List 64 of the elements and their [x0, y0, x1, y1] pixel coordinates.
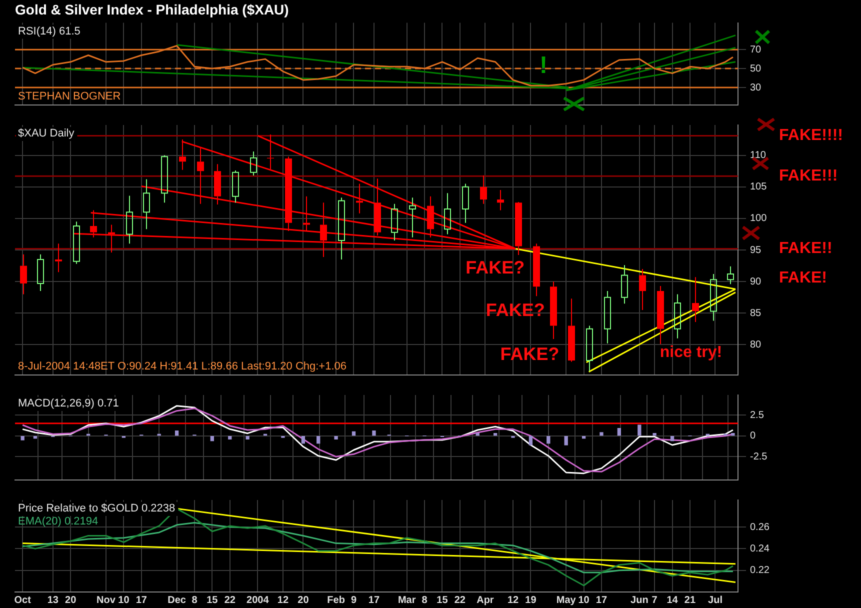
- y-tick-label: 90: [750, 276, 762, 288]
- x-tick-label: 15: [206, 594, 218, 606]
- x-tick-label: 14: [666, 594, 678, 606]
- x-tick-label: Oct: [14, 594, 32, 606]
- annotation: FAKE?: [466, 258, 525, 278]
- x-tick-label: 15: [436, 594, 448, 606]
- y-tick-label: 0.26: [750, 522, 770, 533]
- x-tick-label: May: [556, 594, 576, 606]
- annotation: !: [540, 52, 548, 79]
- y-tick-label: 105: [750, 182, 768, 193]
- y-tick-label: -2.5: [750, 451, 768, 462]
- y-tick-label: 70: [750, 44, 762, 56]
- y-tick-label: 30: [750, 82, 762, 94]
- x-tick-label: 8: [192, 594, 198, 606]
- x-tick-label: 20: [298, 594, 310, 606]
- x-tick-label: Mar: [398, 594, 416, 606]
- y-tick-label: 2.5: [750, 410, 764, 421]
- y-tick-label: 95: [750, 244, 762, 256]
- ref-line-label: FAKE!!: [779, 240, 832, 258]
- chart-title: Gold & Silver Index - Philadelphia ($XAU): [15, 1, 289, 18]
- annotation: nice try!: [660, 344, 722, 361]
- ref-line-label: FAKE!!!: [779, 168, 838, 185]
- x-tick-label: Jul: [708, 594, 723, 606]
- annotation: STEPHAN BOGNER: [18, 90, 121, 103]
- x-tick-label: Nov: [96, 594, 116, 606]
- x-tick-label: 20: [65, 594, 77, 606]
- series-label: EMA(20) 0.2194: [18, 516, 98, 528]
- x-tick-label: 10: [578, 594, 590, 606]
- x-tick-label: 12: [277, 594, 289, 606]
- y-tick-label: 100: [750, 213, 768, 224]
- x-tick-label: Feb: [327, 594, 345, 606]
- x-tick-label: 9: [350, 594, 357, 606]
- y-tick-label: 50: [750, 63, 762, 74]
- x-tick-label: 21: [684, 594, 696, 606]
- annotation: 8-Jul-2004 14:48ET O:90.24 H:91.41 L:89.66 Last:91.20 Chg:+1.06: [18, 360, 347, 373]
- x-tick-label: 8: [422, 594, 428, 606]
- chart-subtitle: MACD(12,26,9) 0.71: [18, 398, 119, 410]
- chart-subtitle: RSI(14) 61.5: [18, 25, 80, 38]
- x-tick-label: Dec: [168, 594, 186, 606]
- x-tick-label: 7: [652, 594, 658, 606]
- y-tick-label: 0.22: [750, 565, 770, 576]
- x-tick-label: 12: [507, 594, 520, 606]
- y-tick-label: 85: [750, 308, 762, 319]
- x-tick-label: 17: [596, 594, 608, 606]
- annotation: FAKE?: [486, 300, 545, 320]
- chart-subtitle: $XAU Daily: [18, 128, 75, 140]
- ref-line-label: FAKE!!!!: [779, 127, 843, 144]
- x-tick-label: Jun: [630, 594, 648, 606]
- y-tick-label: 0.24: [750, 543, 770, 554]
- x-tick-label: 22: [224, 594, 236, 606]
- x-tick-label: 2004: [246, 594, 270, 606]
- chart-subtitle: Price Relative to $GOLD 0.2238: [18, 502, 176, 515]
- x-tick-label: 13: [47, 594, 59, 606]
- annotation: FAKE?: [500, 344, 560, 364]
- x-tick-label: 17: [368, 594, 380, 606]
- y-tick-label: 110: [750, 150, 766, 162]
- x-tick-label: 17: [136, 594, 148, 606]
- y-tick-label: 80: [750, 339, 762, 350]
- y-tick-label: 0: [750, 430, 756, 442]
- x-tick-label: 19: [525, 594, 537, 606]
- text: FAKE!: [779, 270, 827, 287]
- x-tick-label: 22: [454, 594, 466, 606]
- x-tick-label: 10: [118, 594, 130, 606]
- x-tick-label: Apr: [476, 594, 494, 606]
